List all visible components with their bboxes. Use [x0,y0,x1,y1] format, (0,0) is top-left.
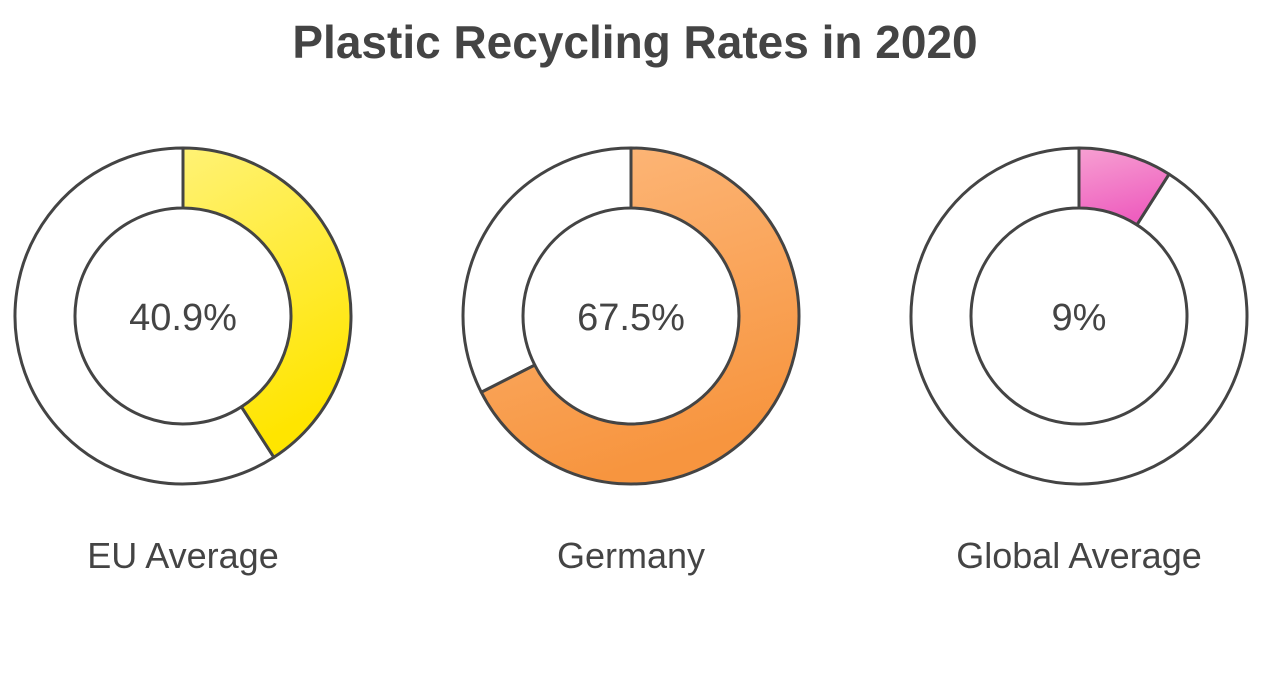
donut-remainder-eu-average [13,146,276,486]
donut-eu-average: 40.9% EU Average [13,146,353,576]
donut-slice-global-average [1077,146,1171,227]
donut-label-global-average: Global Average [956,535,1202,576]
donut-value-germany: 67.5% [577,297,685,339]
donut-remainder-global-average [909,146,1249,486]
donut-global-average: 9% Global Average [909,146,1249,576]
donut-remainder-germany [461,146,633,394]
chart-title: Plastic Recycling Rates in 2020 [292,16,977,68]
donut-slice-eu-average [181,146,353,459]
donut-value-eu-average: 40.9% [129,297,237,339]
donut-label-germany: Germany [557,535,705,576]
donut-label-eu-average: EU Average [87,535,278,576]
donut-value-global-average: 9% [1052,297,1107,339]
donut-group: 40.9% EU Average 67.5% Germany 9% Global Aver… [13,146,1249,576]
donut-slice-germany [479,146,801,486]
donut-germany: 67.5% Germany [461,146,801,576]
